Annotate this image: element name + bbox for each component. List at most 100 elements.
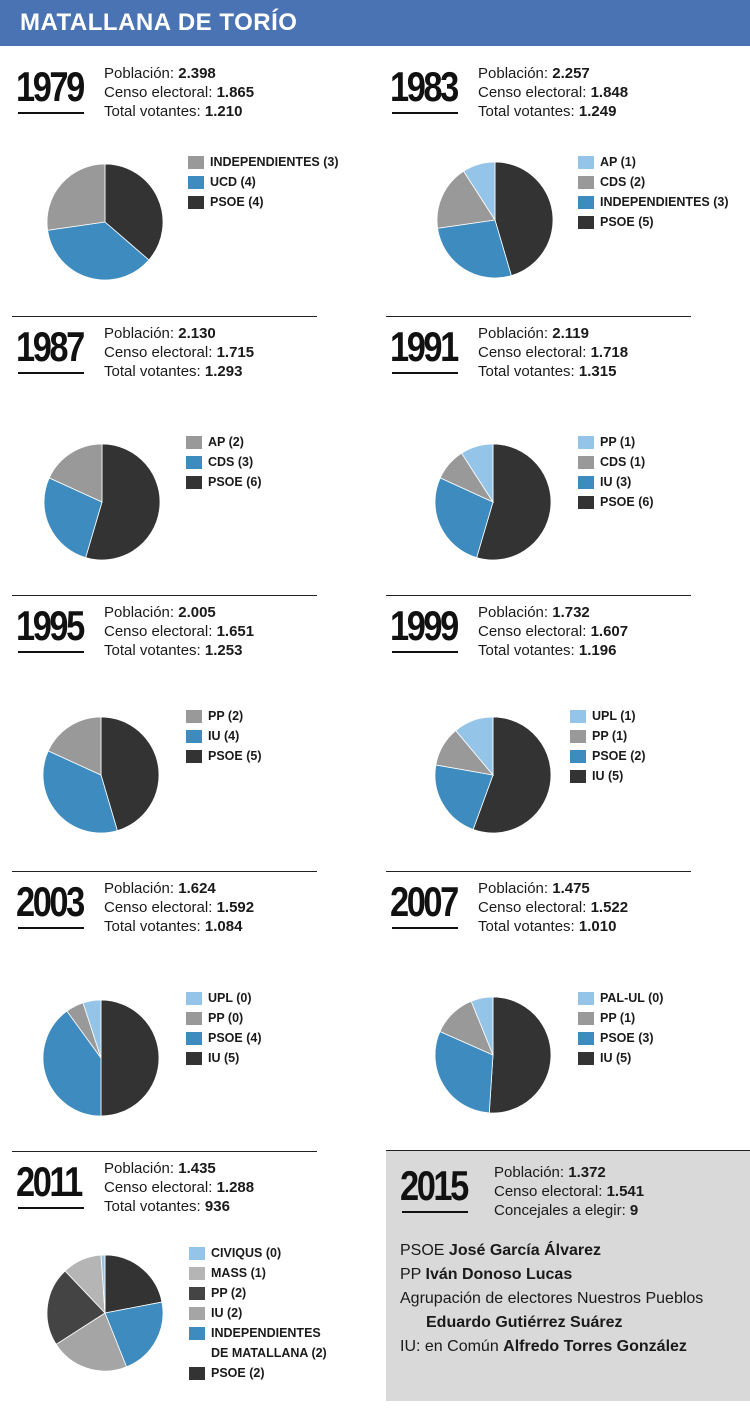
censo-label: Censo electoral: xyxy=(104,899,213,916)
section-rule xyxy=(12,1151,317,1152)
censo-label: Censo electoral: xyxy=(478,623,587,640)
legend-swatch xyxy=(578,196,594,209)
poblacion-label: Población: xyxy=(104,65,175,82)
poblacion-value: 2.398 xyxy=(178,65,216,82)
pie-slice-psoe xyxy=(104,1254,163,1314)
year-underline xyxy=(18,112,84,114)
legend-label: PP (0) xyxy=(208,1011,244,1025)
candidate-row: Agrupación de electores Nuestros Pueblos xyxy=(400,1287,703,1311)
poblacion-label: Población: xyxy=(104,1160,175,1177)
legend-swatch xyxy=(186,730,202,743)
section-rule xyxy=(12,316,317,317)
legend-swatch xyxy=(186,992,202,1005)
year-label: 2015 xyxy=(400,1162,469,1209)
votantes-label: Total votantes: xyxy=(478,103,575,120)
stats: Población: 1.732 Censo electoral: 1.607 To… xyxy=(478,603,628,660)
legend-label: MASS (1) xyxy=(211,1266,266,1280)
box-2015: 2015 Población: 1.372 Censo electoral: 1… xyxy=(386,1150,750,1401)
votantes-value: 1.315 xyxy=(578,363,617,380)
legend-label: PSOE (3) xyxy=(600,1031,654,1045)
stats: Población: 2.005 Censo electoral: 1.651 To… xyxy=(104,603,254,660)
censo-value: 1.651 xyxy=(216,623,255,640)
votantes-value: 1.084 xyxy=(204,918,243,935)
pie-chart-1999 xyxy=(434,716,552,834)
pie-chart-2003 xyxy=(42,999,160,1117)
legend-swatch xyxy=(578,216,594,229)
candidate-row: Eduardo Gutiérrez Suárez xyxy=(400,1311,703,1335)
poblacion-value: 2.005 xyxy=(178,604,216,621)
votantes-value: 1.210 xyxy=(204,103,243,120)
poblacion-label: Población: xyxy=(104,880,175,897)
candidate-party: PSOE xyxy=(400,1242,445,1259)
legend-swatch xyxy=(188,196,204,209)
poblacion-label: Población: xyxy=(494,1164,565,1181)
votantes-label: Total votantes: xyxy=(478,363,575,380)
votantes-label: Total votantes: xyxy=(104,103,201,120)
pie-slice-iu xyxy=(55,1312,128,1372)
legend-swatch xyxy=(189,1307,205,1320)
legend-swatch xyxy=(578,456,594,469)
legend-swatch xyxy=(578,176,594,189)
concejales-label: Concejales a elegir: xyxy=(494,1202,626,1219)
pie-slice-cds xyxy=(43,477,103,559)
legend-swatch xyxy=(570,730,586,743)
censo-label: Censo electoral: xyxy=(104,623,213,640)
pie-slice-psoe xyxy=(104,163,164,261)
candidate-name: José García Álvarez xyxy=(448,1242,602,1259)
year-label: 1999 xyxy=(390,602,459,649)
year-label: 1995 xyxy=(16,602,85,649)
section-rule xyxy=(12,595,317,596)
legend-swatch xyxy=(189,1267,205,1280)
votantes-value: 1.253 xyxy=(204,642,243,659)
pie-slice-psoe xyxy=(85,443,161,561)
legend-label: PSOE (4) xyxy=(208,1031,262,1045)
stats: Población: 2.130 Censo electoral: 1.715 To… xyxy=(104,324,254,381)
year-underline xyxy=(392,112,458,114)
pie-slice-psoe xyxy=(434,1030,494,1114)
votantes-label: Total votantes: xyxy=(104,642,201,659)
pie-slice-upl xyxy=(82,999,102,1059)
concejales-value: 9 xyxy=(629,1202,639,1219)
legend-label: PSOE (6) xyxy=(600,495,654,509)
chart-panel-2011: 2011 Población: 1.435 Censo electoral: 1.2… xyxy=(0,1151,360,1421)
legend-label: UPL (0) xyxy=(208,991,252,1005)
pie-slice-psoe xyxy=(100,716,160,832)
censo-value: 1.288 xyxy=(216,1179,255,1196)
year-label: 2003 xyxy=(16,878,85,925)
poblacion-value: 2.130 xyxy=(178,325,216,342)
poblacion-value: 1.624 xyxy=(178,880,216,897)
legend-label: PP (1) xyxy=(600,1011,636,1025)
censo-value: 1.522 xyxy=(590,899,629,916)
legend-swatch xyxy=(186,1032,202,1045)
legend-label: CIVIQUS (0) xyxy=(211,1246,282,1260)
poblacion-value: 1.435 xyxy=(178,1160,216,1177)
poblacion-value: 1.475 xyxy=(552,880,590,897)
legend-label: AP (2) xyxy=(208,435,244,449)
poblacion-label: Población: xyxy=(104,325,175,342)
pie-slice-iu xyxy=(472,716,552,834)
pie-chart-1987 xyxy=(43,443,161,561)
votantes-label: Total votantes: xyxy=(478,642,575,659)
stats-2015: Población: 1.372 Censo electoral: 1.541 … xyxy=(494,1163,644,1220)
pie-slice-upl xyxy=(455,716,494,777)
year-underline xyxy=(392,372,458,374)
censo-label: Censo electoral: xyxy=(478,344,587,361)
legend-swatch xyxy=(578,1012,594,1025)
legend-label: AP (1) xyxy=(600,155,636,169)
chart-panel-1999: 1999 Población: 1.732 Censo electoral: 1.6… xyxy=(374,595,734,865)
poblacion-label: Población: xyxy=(478,880,549,897)
legend-swatch xyxy=(186,750,202,763)
legend-swatch xyxy=(186,1012,202,1025)
legend-swatch xyxy=(189,1247,205,1260)
year-underline xyxy=(392,651,458,653)
legend-label: UPL (1) xyxy=(592,709,636,723)
chart-panel-1991: 1991 Población: 2.119 Censo electoral: 1.7… xyxy=(374,316,734,586)
poblacion-value: 2.119 xyxy=(552,325,589,342)
legend-label: PSOE (4) xyxy=(210,195,264,209)
censo-label: Censo electoral: xyxy=(478,899,587,916)
pie-chart-1995 xyxy=(42,716,160,834)
pie-slice-psoe xyxy=(42,1010,102,1117)
stats: Población: 2.257 Censo electoral: 1.848 To… xyxy=(478,64,628,121)
legend-swatch xyxy=(578,1032,594,1045)
censo-value: 1.718 xyxy=(590,344,629,361)
